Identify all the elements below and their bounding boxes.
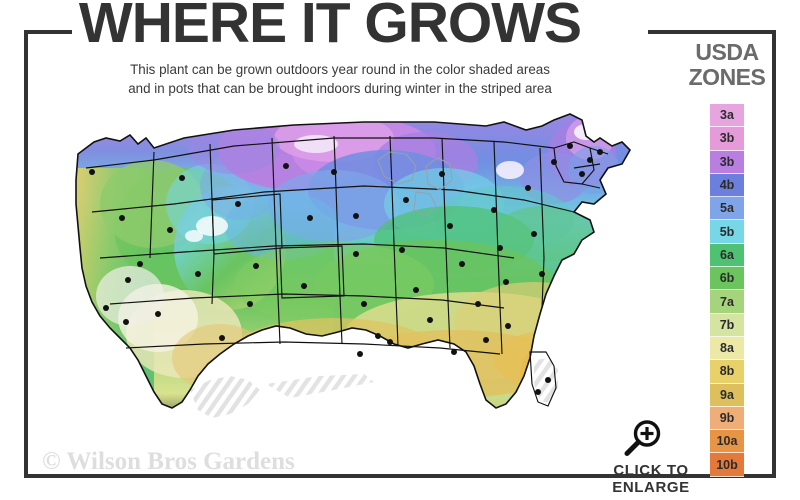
zone-label: 8b xyxy=(719,364,735,379)
page-title: WHERE IT GROWS xyxy=(78,0,582,55)
zone-swatch-3a-0: 3a xyxy=(710,104,744,128)
zone-swatch-6a-6: 6a xyxy=(710,243,744,268)
click-to-enlarge-label[interactable]: CLICK TO ENLARGE xyxy=(612,462,690,496)
zone-label: 9a xyxy=(720,387,734,402)
zone-swatch-4b-3: 4b xyxy=(710,173,744,198)
zone-swatch-5b-5: 5b xyxy=(710,220,744,244)
zone-label: 8a xyxy=(720,341,734,356)
subtitle-line-1: This plant can be grown outdoors year ro… xyxy=(130,62,550,77)
legend-title-line-2: ZONES xyxy=(688,63,766,90)
frame-border-top-left xyxy=(24,30,72,34)
zone-label: 5a xyxy=(720,201,734,216)
zone-swatch-3b-2: 3b xyxy=(710,150,744,174)
zone-label: 6a xyxy=(720,247,734,262)
state-borders xyxy=(85,135,609,407)
zone-swatch-9b-13: 9b xyxy=(710,406,744,431)
zone-swatch-10a-14: 10a xyxy=(710,430,744,454)
usda-zone-legend: 3a 3b 3b 4b 5a 5b 6a 6b 7a 7b 8a 8b 9a 9b 10a 10b xyxy=(710,104,744,477)
subtitle-line-2: and in pots that can be brought indoors … xyxy=(128,81,552,97)
zone-swatch-9a-12: 9a xyxy=(710,383,744,407)
zone-swatch-7a-8: 7a xyxy=(710,290,744,314)
zone-label: 5b xyxy=(719,224,735,239)
zone-swatch-8b-11: 8b xyxy=(710,360,744,384)
zone-swatch-5a-4: 5a xyxy=(710,197,744,221)
zone-swatch-8a-10: 8a xyxy=(710,336,744,361)
zone-label: 10a xyxy=(716,434,738,449)
frame-border-right xyxy=(772,30,776,478)
usa-outline xyxy=(75,113,631,409)
zone-label: 7a xyxy=(720,294,734,309)
zone-label: 3b xyxy=(719,154,735,169)
zone-label: 3b xyxy=(719,131,735,146)
subtitle: This plant can be grown outdoors year ro… xyxy=(40,60,640,99)
city-marker-group xyxy=(89,143,603,395)
frame-border-left xyxy=(24,30,28,478)
legend-title-line-1: USDA xyxy=(695,39,759,65)
hardiness-zone-map[interactable] xyxy=(34,108,674,448)
zone-swatch-7b-9: 7b xyxy=(710,313,744,337)
zone-swatch-10b-15: 10b xyxy=(710,453,744,477)
zone-label: 10b xyxy=(716,457,738,472)
frame-border-top-right xyxy=(648,30,776,34)
zone-label: 3a xyxy=(720,108,734,123)
zone-label: 7b xyxy=(719,317,735,332)
zone-swatch-6b-7: 6b xyxy=(710,267,744,291)
zone-label: 6b xyxy=(719,271,735,286)
frame-border-bottom xyxy=(24,474,776,478)
watermark-copyright: © Wilson Bros Gardens xyxy=(42,448,295,475)
magnifier-plus-icon[interactable] xyxy=(618,418,666,458)
zone-label: 4b xyxy=(719,178,735,193)
zone-label: 9b xyxy=(719,411,735,425)
zone-swatch-3b-1: 3b xyxy=(710,127,744,151)
legend-title: USDA ZONES xyxy=(672,40,782,90)
